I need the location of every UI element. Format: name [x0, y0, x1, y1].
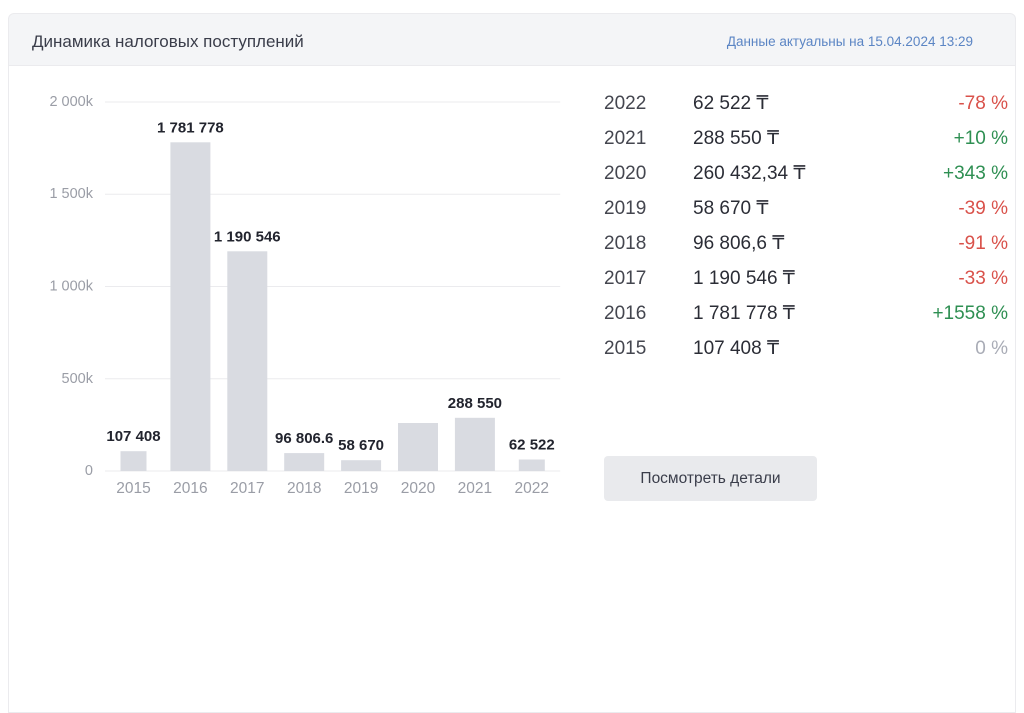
svg-text:0: 0 — [85, 463, 93, 479]
svg-text:2015: 2015 — [116, 480, 150, 497]
svg-text:96 806.6: 96 806.6 — [275, 430, 333, 447]
svg-text:1 781 778: 1 781 778 — [157, 119, 224, 136]
svg-text:58 670: 58 670 — [338, 437, 384, 454]
svg-text:2017: 2017 — [230, 480, 264, 497]
svg-text:1 190 546: 1 190 546 — [214, 228, 281, 245]
svg-text:107 408: 107 408 — [106, 428, 160, 445]
svg-text:2018: 2018 — [287, 480, 321, 497]
svg-text:2019: 2019 — [344, 480, 378, 497]
svg-text:288 550: 288 550 — [448, 395, 502, 412]
svg-text:62 522: 62 522 — [509, 437, 555, 454]
svg-text:1 500k: 1 500k — [49, 186, 93, 202]
svg-text:2022: 2022 — [515, 480, 549, 497]
svg-text:1 000k: 1 000k — [49, 279, 93, 295]
svg-text:500k: 500k — [62, 371, 94, 387]
svg-text:2016: 2016 — [173, 480, 207, 497]
svg-text:2 000k: 2 000k — [49, 94, 93, 110]
svg-text:2020: 2020 — [401, 480, 436, 497]
svg-text:2021: 2021 — [458, 480, 492, 497]
